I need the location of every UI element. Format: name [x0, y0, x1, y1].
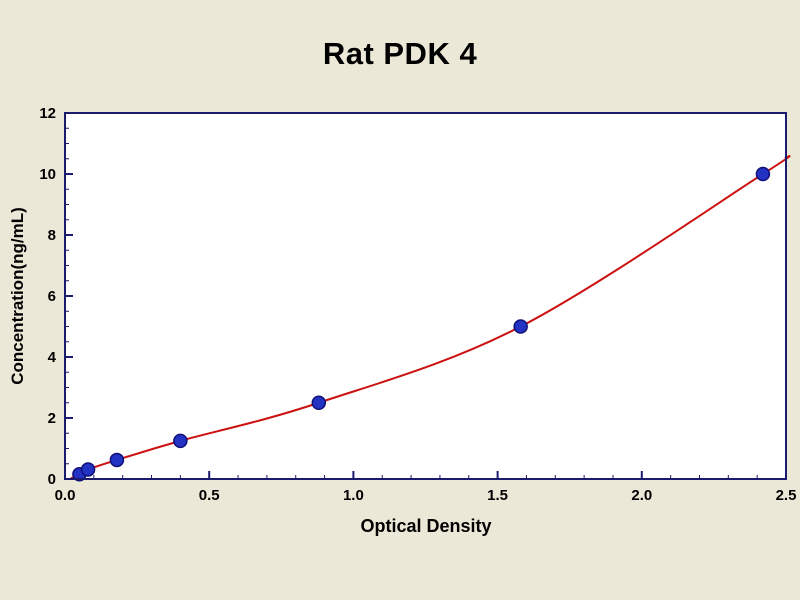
chart-title: Rat PDK 4: [322, 36, 478, 71]
data-point: [173, 433, 188, 449]
svg-text:0.0: 0.0: [55, 487, 76, 504]
svg-text:12: 12: [39, 105, 56, 122]
svg-text:1.5: 1.5: [487, 487, 508, 504]
svg-text:0.5: 0.5: [199, 487, 220, 504]
x-axis-label: Optical Density: [360, 516, 492, 536]
data-point: [513, 319, 528, 334]
svg-text:2.0: 2.0: [631, 487, 652, 504]
data-point: [311, 395, 327, 410]
svg-text:2: 2: [48, 410, 56, 427]
data-point: [755, 166, 771, 182]
svg-text:6: 6: [48, 288, 56, 305]
svg-text:0: 0: [48, 471, 56, 488]
svg-text:8: 8: [48, 227, 56, 244]
data-point: [109, 452, 125, 468]
svg-text:4: 4: [48, 349, 57, 366]
svg-text:2.5: 2.5: [776, 487, 797, 504]
data-point: [80, 462, 96, 477]
svg-text:1.0: 1.0: [343, 487, 364, 504]
svg-text:10: 10: [39, 166, 56, 183]
